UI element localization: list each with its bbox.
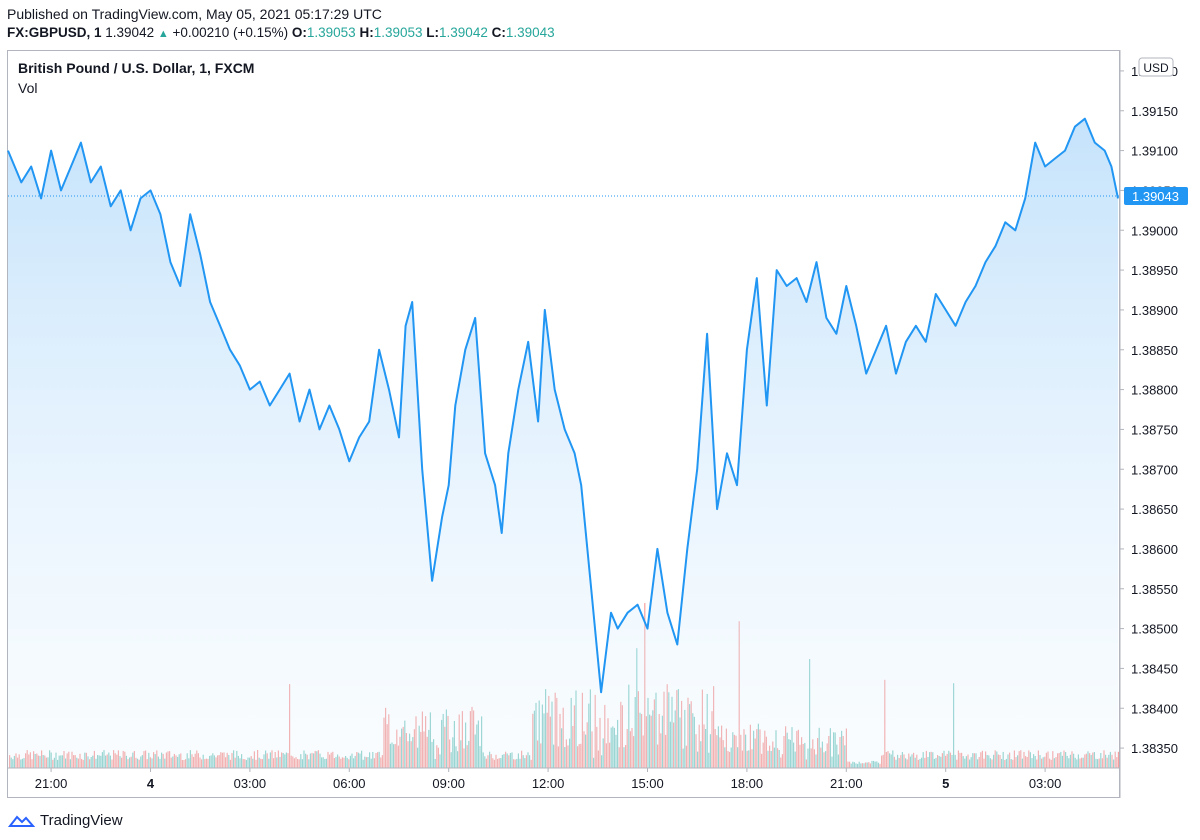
y-tick-label: 1.38900 bbox=[1131, 303, 1178, 318]
volume-legend-label: Vol bbox=[18, 80, 38, 96]
x-tick-label: 5 bbox=[942, 776, 949, 791]
volume-bar bbox=[1117, 751, 1119, 768]
y-tick-label: 1.38350 bbox=[1131, 741, 1178, 756]
x-tick-label: 12:00 bbox=[532, 776, 565, 791]
brand-name: TradingView bbox=[40, 811, 123, 829]
x-tick-label: 15:00 bbox=[631, 776, 664, 791]
close-label: C: bbox=[491, 25, 506, 40]
high-value: 1.39053 bbox=[373, 25, 423, 40]
chart-legend-title: British Pound / U.S. Dollar, 1, FXCM bbox=[18, 60, 255, 76]
x-tick-label: 21:00 bbox=[830, 776, 863, 791]
currency-label: USD bbox=[1143, 61, 1169, 75]
axes: 1.38350 1.38400 1.38450 1.38500 1.38550 1.386… bbox=[7, 50, 1188, 798]
tradingview-cloud-icon bbox=[7, 815, 36, 827]
x-tick-label: 06:00 bbox=[333, 776, 366, 791]
close-value: 1.39043 bbox=[505, 25, 555, 40]
y-tick-label: 1.38800 bbox=[1131, 383, 1178, 398]
y-tick-label: 1.38850 bbox=[1131, 343, 1178, 358]
high-label: H: bbox=[359, 25, 374, 40]
symbol-label: FX:GBPUSD, 1 bbox=[7, 25, 102, 40]
y-tick-label: 1.38500 bbox=[1131, 622, 1178, 637]
price-area bbox=[7, 117, 1119, 768]
last-price: 1.39042 bbox=[105, 25, 155, 40]
open-label: O: bbox=[291, 25, 307, 40]
price-area-fill bbox=[8, 118, 1118, 768]
up-arrow-icon: ▲ bbox=[157, 28, 169, 40]
y-tick-label: 1.39000 bbox=[1131, 223, 1178, 238]
y-tick-label: 1.39150 bbox=[1131, 104, 1178, 119]
price-line bbox=[7, 117, 1119, 694]
x-tick-label: 03:00 bbox=[1029, 776, 1062, 791]
ohlc-header: FX:GBPUSD, 1 1.39042 ▲ +0.00210 (+0.15%)… bbox=[7, 25, 555, 40]
y-tick-label: 1.38650 bbox=[1131, 502, 1178, 517]
y-tick-label: 1.39100 bbox=[1131, 144, 1178, 159]
low-label: L: bbox=[426, 25, 440, 40]
tradingview-brand[interactable]: TradingView bbox=[6, 809, 123, 831]
open-value: 1.39053 bbox=[306, 25, 356, 40]
currency-box bbox=[1138, 57, 1174, 77]
x-tick-label: 03:00 bbox=[234, 776, 267, 791]
y-tick-label: 1.38400 bbox=[1131, 701, 1178, 716]
x-tick-label: 09:00 bbox=[432, 776, 465, 791]
y-tick-label: 1.38950 bbox=[1131, 263, 1178, 278]
last-price-tag bbox=[1124, 186, 1188, 205]
y-tick-label: 1.38600 bbox=[1131, 542, 1178, 557]
y-tick-label: 1.38750 bbox=[1131, 422, 1178, 437]
x-tick-label: 18:00 bbox=[731, 776, 764, 791]
low-value: 1.39042 bbox=[439, 25, 488, 40]
y-tick-label: 1.38700 bbox=[1131, 462, 1178, 477]
y-tick-label: 1.38550 bbox=[1131, 582, 1178, 597]
x-tick-label: 21:00 bbox=[35, 776, 68, 791]
published-caption: Published on TradingView.com, May 05, 20… bbox=[7, 6, 382, 22]
x-tick-label: 4 bbox=[147, 776, 155, 791]
y-tick-label: 1.38450 bbox=[1131, 661, 1178, 676]
last-price-tag-label: 1.39043 bbox=[1132, 189, 1179, 204]
price-change: +0.00210 (+0.15%) bbox=[172, 25, 289, 40]
